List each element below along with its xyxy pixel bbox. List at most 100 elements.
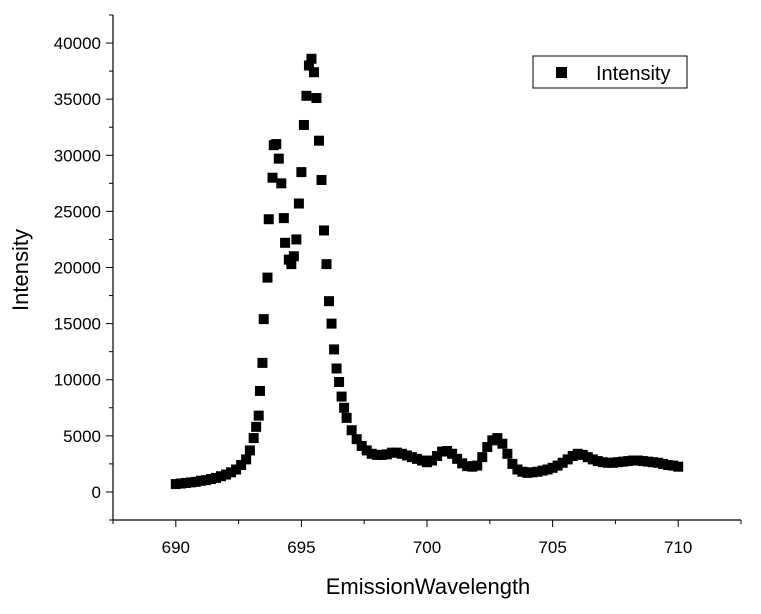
data-point bbox=[622, 456, 633, 467]
x-tick-label: 700 bbox=[413, 538, 441, 557]
data-point bbox=[547, 462, 558, 473]
data-point bbox=[180, 477, 191, 488]
data-point bbox=[633, 455, 644, 466]
data-point bbox=[301, 90, 312, 101]
data-point bbox=[487, 435, 498, 446]
data-point bbox=[326, 318, 337, 329]
y-tick-label: 5000 bbox=[63, 427, 101, 446]
data-point bbox=[316, 174, 327, 185]
y-tick-label: 25000 bbox=[54, 202, 101, 221]
data-point bbox=[351, 434, 362, 445]
data-point bbox=[627, 455, 638, 466]
data-point bbox=[361, 445, 372, 456]
data-point bbox=[221, 469, 232, 480]
data-point bbox=[648, 457, 659, 468]
data-point bbox=[341, 412, 352, 423]
data-point bbox=[273, 153, 284, 164]
data-point bbox=[477, 452, 488, 463]
data-point bbox=[311, 93, 322, 104]
data-point bbox=[492, 433, 503, 444]
data-point bbox=[447, 448, 458, 459]
data-point bbox=[313, 135, 324, 146]
data-point bbox=[185, 477, 196, 488]
data-point bbox=[336, 391, 347, 402]
data-point bbox=[507, 458, 518, 469]
data-point bbox=[427, 455, 438, 466]
data-point bbox=[386, 447, 397, 458]
data-point bbox=[356, 440, 367, 451]
legend-marker bbox=[556, 67, 567, 78]
data-point bbox=[572, 448, 583, 459]
data-point bbox=[296, 167, 307, 178]
data-point bbox=[210, 472, 221, 483]
data-point bbox=[376, 449, 387, 460]
data-point bbox=[263, 214, 274, 225]
data-point bbox=[587, 454, 598, 465]
data-point bbox=[432, 451, 443, 462]
data-point bbox=[467, 461, 478, 472]
data-point bbox=[557, 457, 568, 468]
data-point bbox=[597, 457, 608, 468]
x-tick-label: 695 bbox=[287, 538, 315, 557]
data-point bbox=[396, 448, 407, 459]
data-point bbox=[617, 456, 628, 467]
data-point bbox=[339, 402, 350, 413]
data-point bbox=[324, 296, 335, 307]
data-point bbox=[257, 357, 268, 368]
data-point bbox=[371, 449, 382, 460]
data-point bbox=[298, 119, 309, 130]
data-point bbox=[673, 461, 684, 472]
legend: Intensity bbox=[532, 55, 688, 89]
data-point bbox=[308, 67, 319, 78]
data-point bbox=[248, 433, 259, 444]
data-point bbox=[442, 445, 453, 456]
data-point bbox=[462, 461, 473, 472]
data-point bbox=[334, 376, 345, 387]
data-point bbox=[306, 53, 317, 64]
data-point bbox=[262, 272, 273, 283]
data-point bbox=[271, 139, 282, 150]
data-point bbox=[472, 460, 483, 471]
data-point bbox=[251, 421, 262, 432]
data-point bbox=[175, 478, 186, 489]
x-axis-label: EmissionWavelength bbox=[326, 574, 531, 599]
data-point bbox=[416, 455, 427, 466]
data-point bbox=[497, 438, 508, 449]
data-point bbox=[658, 458, 669, 469]
data-point bbox=[288, 251, 299, 262]
data-point bbox=[331, 363, 342, 374]
data-point bbox=[329, 344, 340, 355]
data-point bbox=[638, 456, 649, 467]
y-tick-label: 40000 bbox=[54, 34, 101, 53]
data-point bbox=[291, 234, 302, 245]
data-point bbox=[226, 467, 237, 478]
data-point bbox=[457, 458, 468, 469]
y-tick-label: 10000 bbox=[54, 371, 101, 390]
data-point bbox=[517, 466, 528, 477]
data-point bbox=[286, 259, 297, 270]
data-point bbox=[542, 464, 553, 475]
data-point bbox=[319, 225, 330, 236]
data-point bbox=[482, 442, 493, 453]
data-point bbox=[607, 457, 618, 468]
data-point bbox=[527, 467, 538, 478]
data-point bbox=[267, 172, 278, 183]
data-points bbox=[170, 53, 684, 490]
data-point bbox=[303, 60, 314, 71]
data-point bbox=[231, 464, 242, 475]
data-point bbox=[254, 385, 265, 396]
data-point bbox=[293, 198, 304, 209]
data-point bbox=[276, 178, 287, 189]
data-point bbox=[643, 456, 654, 467]
data-point bbox=[532, 466, 543, 477]
data-point bbox=[502, 448, 513, 459]
data-point bbox=[346, 425, 357, 436]
data-point bbox=[321, 259, 332, 270]
data-point bbox=[653, 457, 664, 468]
data-point bbox=[170, 479, 181, 490]
y-tick-label: 0 bbox=[92, 483, 101, 502]
data-point bbox=[205, 474, 216, 485]
data-point bbox=[244, 445, 255, 456]
data-point bbox=[663, 460, 674, 471]
